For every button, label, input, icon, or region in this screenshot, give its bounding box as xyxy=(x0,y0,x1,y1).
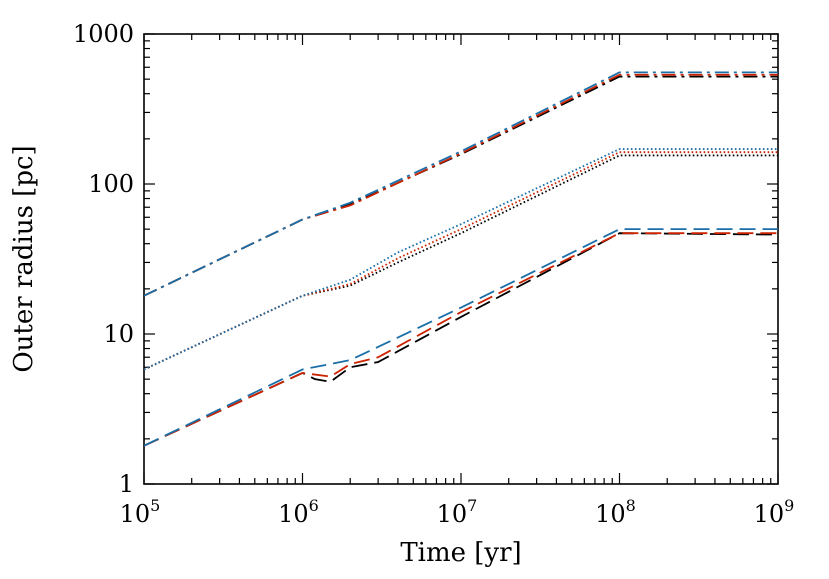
x-tick-label: 109 xyxy=(754,496,795,528)
series-line-dashdot-1 xyxy=(144,73,778,297)
y-tick-label: 100 xyxy=(88,170,134,198)
series-line-dashed-6 xyxy=(144,232,778,447)
x-tick-label: 106 xyxy=(278,496,319,528)
series-line-dashed-7 xyxy=(144,232,778,447)
series-line-dotted-4 xyxy=(144,151,778,371)
ticks xyxy=(143,33,779,485)
x-tick-label: 108 xyxy=(595,496,636,528)
x-axis-title: Time [yr] xyxy=(400,538,521,568)
series-line-dotted-5 xyxy=(144,148,778,371)
x-tick-label: 105 xyxy=(120,496,161,528)
series-layer xyxy=(144,71,778,447)
y-tick-label: 1000 xyxy=(73,20,134,48)
series-line-dashdot-2 xyxy=(144,71,778,297)
series-line-dotted-3 xyxy=(144,154,778,371)
y-tick-label: 1 xyxy=(119,470,134,498)
series-line-dashed-8 xyxy=(144,228,778,447)
y-axis-title: Outer radius [pc] xyxy=(9,145,39,372)
series-line-dashdot-0 xyxy=(144,75,778,297)
x-tick-label: 107 xyxy=(437,496,478,528)
y-tick-label: 10 xyxy=(103,320,134,348)
plot-frame xyxy=(143,33,779,485)
